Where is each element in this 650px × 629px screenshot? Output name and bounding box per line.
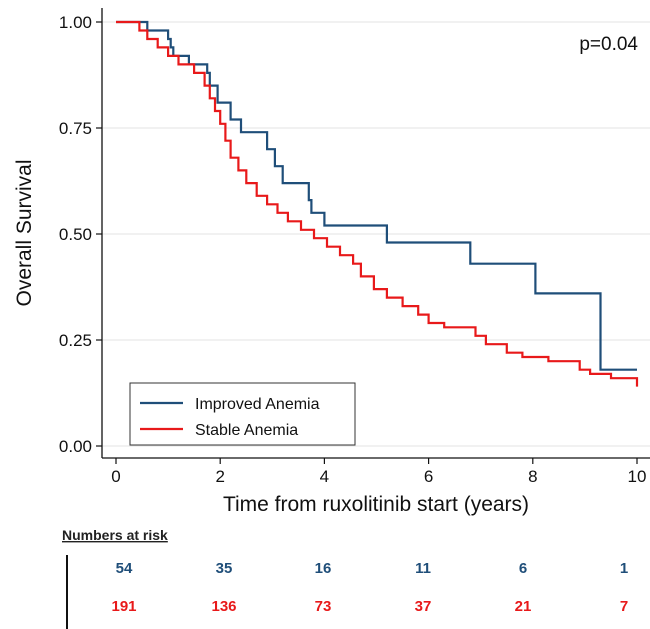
risk-count: 11 (415, 560, 431, 577)
x-tick-label: 2 (215, 467, 224, 486)
risk-count: 16 (315, 560, 332, 577)
x-tick-label: 6 (424, 467, 433, 486)
y-tick-label: 0.75 (59, 119, 92, 138)
risk-count: 37 (415, 598, 432, 615)
x-tick-label: 10 (628, 467, 647, 486)
legend-label: Stable Anemia (195, 422, 298, 439)
legend-label: Improved Anemia (195, 396, 320, 413)
risk-count: 136 (211, 598, 236, 615)
x-axis-title: Time from ruxolitinib start (years) (223, 493, 529, 516)
axes (101, 8, 650, 459)
y-axis-ticks: 0.00 0.25 0.50 0.75 1.00 (59, 13, 102, 456)
risk-count: 54 (116, 560, 133, 577)
risk-count: 7 (620, 598, 628, 615)
y-tick-label: 1.00 (59, 13, 92, 32)
risk-count: 73 (315, 598, 332, 615)
x-tick-label: 4 (320, 467, 329, 486)
legend: Improved Anemia Stable Anemia (129, 382, 356, 446)
y-tick-label: 0.00 (59, 437, 92, 456)
y-tick-label: 0.50 (59, 225, 92, 244)
risk-count: 21 (515, 598, 532, 615)
risk-count: 35 (216, 560, 233, 577)
risk-count: 6 (519, 560, 527, 577)
legend-box (129, 382, 356, 446)
x-tick-label: 0 (111, 467, 120, 486)
series-line-stable-anemia (116, 20, 639, 387)
x-tick-label: 8 (528, 467, 537, 486)
p-value-annotation: p=0.04 (579, 34, 638, 55)
y-tick-label: 0.25 (59, 331, 92, 350)
risk-table-heading: Numbers at risk (62, 527, 168, 543)
x-axis-ticks: 0 2 4 6 8 10 (111, 458, 646, 486)
numbers-at-risk-table: Numbers at risk 54 35 16 11 6 1 191 136 73 37 21 7 (62, 527, 628, 629)
risk-count: 191 (111, 598, 136, 615)
grid-lines (102, 21, 650, 447)
risk-count: 1 (620, 560, 628, 577)
y-axis-title: Overall Survival (13, 159, 36, 306)
survival-curves (116, 20, 639, 387)
series-line-improved-anemia (116, 20, 637, 371)
